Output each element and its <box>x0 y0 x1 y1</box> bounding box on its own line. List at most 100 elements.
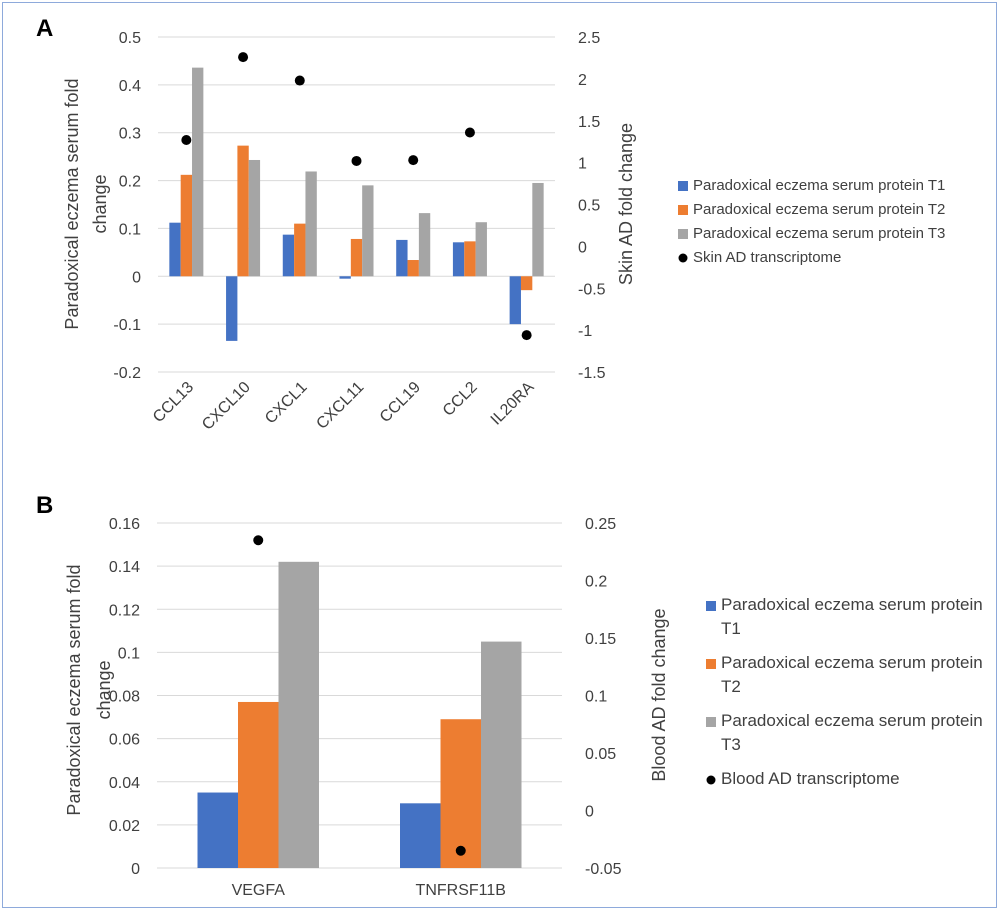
legend-label: Paradoxical eczema serum protein T2 <box>721 653 983 696</box>
y-tick-label: 0.16 <box>109 516 140 533</box>
scatter-point-CXCL1 <box>294 75 305 86</box>
legend-label: Paradoxical eczema serum protein T2 <box>693 201 945 218</box>
bar-1-CCL2 <box>452 242 465 277</box>
bar-1-TNFRSF11B <box>400 803 441 868</box>
legend-label: Skin AD transcriptome <box>693 249 841 266</box>
bar-2-CXCL11 <box>350 238 363 277</box>
panel-label: A <box>36 15 53 42</box>
bar-3-CCL2 <box>475 222 487 277</box>
category-label: CCL2 <box>440 379 481 420</box>
bar-2-VEGFA <box>238 701 279 868</box>
y2-tick-label: -1.5 <box>578 365 606 382</box>
y-tick-label: 0.5 <box>119 30 141 47</box>
category-label: VEGFA <box>232 882 286 899</box>
bar-3-CCL19 <box>418 213 431 277</box>
scatter-point-CXCL10 <box>238 52 249 63</box>
legend-label-line: Paradoxical eczema serum protein <box>721 595 983 614</box>
y-tick-label: 0.08 <box>109 689 140 706</box>
y2-tick-label: 1 <box>578 156 587 173</box>
scatter-point-CCL13 <box>181 135 192 146</box>
bar-3-CXCL11 <box>362 185 374 277</box>
bar-1-CXCL11 <box>339 276 351 279</box>
y-tick-label: 0 <box>132 269 141 286</box>
y-tick-label: 0.04 <box>109 775 140 792</box>
y-tick-label: 0.02 <box>109 818 140 835</box>
category-label: TNFRSF11B <box>416 882 506 899</box>
category-label: CXCL10 <box>199 379 254 434</box>
scatter-point-VEGFA <box>253 535 264 546</box>
y-tick-label: 0.06 <box>109 732 140 749</box>
y-axis-title-line: Paradoxical eczema serum fold <box>64 564 84 815</box>
category-label: CXCL1 <box>262 379 311 428</box>
y-axis-title: Paradoxical eczema serum fold change <box>62 78 110 329</box>
y-tick-label: 0.1 <box>119 221 141 238</box>
y2-tick-label: 0 <box>578 239 587 256</box>
y-tick-label: 0.1 <box>118 645 140 662</box>
y2-tick-label: 0.2 <box>585 574 607 591</box>
legend-swatch <box>706 601 716 611</box>
bar-1-VEGFA <box>197 792 238 868</box>
legend-marker <box>678 253 688 263</box>
y-tick-label: -0.2 <box>113 365 141 382</box>
category-label: CCL19 <box>377 379 424 426</box>
legend-label: Paradoxical eczema serum protein T3 <box>693 225 945 242</box>
bar-2-CCL19 <box>407 260 419 277</box>
bar-2-TNFRSF11B <box>440 719 481 868</box>
scatter-point-CCL2 <box>464 127 475 138</box>
bar-1-CCL19 <box>396 239 408 277</box>
legend-swatch <box>678 181 688 191</box>
legend-label: Paradoxical eczema serum protein T1 <box>721 595 983 638</box>
bar-3-VEGFA <box>278 561 319 868</box>
y-tick-label: 0.12 <box>109 602 140 619</box>
legend-swatch <box>706 717 716 727</box>
scatter-point-CXCL11 <box>351 155 362 166</box>
bar-2-CXCL10 <box>237 145 249 277</box>
bar-2-CCL2 <box>464 241 476 277</box>
y-tick-label: 0.14 <box>109 559 140 576</box>
category-label: CCL13 <box>150 379 197 426</box>
y2-tick-label: -1 <box>578 323 592 340</box>
y-tick-label: 0.3 <box>119 126 141 143</box>
bar-2-CCL13 <box>180 174 193 277</box>
y2-tick-label: -0.05 <box>585 861 622 878</box>
bar-3-CXCL1 <box>305 171 317 277</box>
bar-3-CCL13 <box>192 67 204 277</box>
scatter-point-IL20RA <box>521 330 532 341</box>
legend: Paradoxical eczema serum protein T1 Parad… <box>678 177 945 266</box>
bar-3-CXCL10 <box>248 159 261 277</box>
y-axis-title-line: Paradoxical eczema serum fold <box>62 78 82 329</box>
y-tick-label: 0 <box>131 861 140 878</box>
bar-3-IL20RA <box>532 182 544 277</box>
scatter-point-CCL19 <box>408 155 419 166</box>
bar-1-CXCL1 <box>282 234 295 277</box>
y-axis-title-line: change <box>94 660 114 719</box>
y2-tick-label: 0.05 <box>585 746 616 763</box>
legend-label-line: Paradoxical eczema serum protein <box>721 653 983 672</box>
bar-1-CXCL10 <box>226 276 238 341</box>
y2-tick-label: 1.5 <box>578 114 600 131</box>
y-tick-label: 0.2 <box>119 174 141 191</box>
bar-2-CXCL1 <box>294 223 306 277</box>
legend: Paradoxical eczema serum protein T1Parado… <box>706 595 983 788</box>
legend-label-line: Paradoxical eczema serum protein <box>721 711 983 730</box>
legend-label: Paradoxical eczema serum protein T3 <box>721 711 983 754</box>
legend-swatch <box>706 659 716 669</box>
legend-label: Blood AD transcriptome <box>721 769 900 788</box>
bar-1-IL20RA <box>509 276 521 325</box>
legend-label-line: T1 <box>721 619 741 638</box>
legend-swatch <box>678 205 688 215</box>
legend-label-line: T3 <box>721 735 741 754</box>
bar-3-TNFRSF11B <box>481 641 522 868</box>
legend-label-line: T2 <box>721 677 741 696</box>
category-label: CXCL11 <box>313 379 367 433</box>
panel-label: B <box>36 492 53 519</box>
y2-axis-title: Skin AD fold change <box>616 123 636 285</box>
category-label: IL20RA <box>488 379 538 429</box>
y2-tick-label: 0 <box>585 804 594 821</box>
y-tick-label: 0.4 <box>119 78 141 95</box>
y2-tick-label: 0.5 <box>578 198 600 215</box>
y2-tick-label: 2.5 <box>578 30 600 47</box>
scatter-point-TNFRSF11B <box>455 845 466 856</box>
